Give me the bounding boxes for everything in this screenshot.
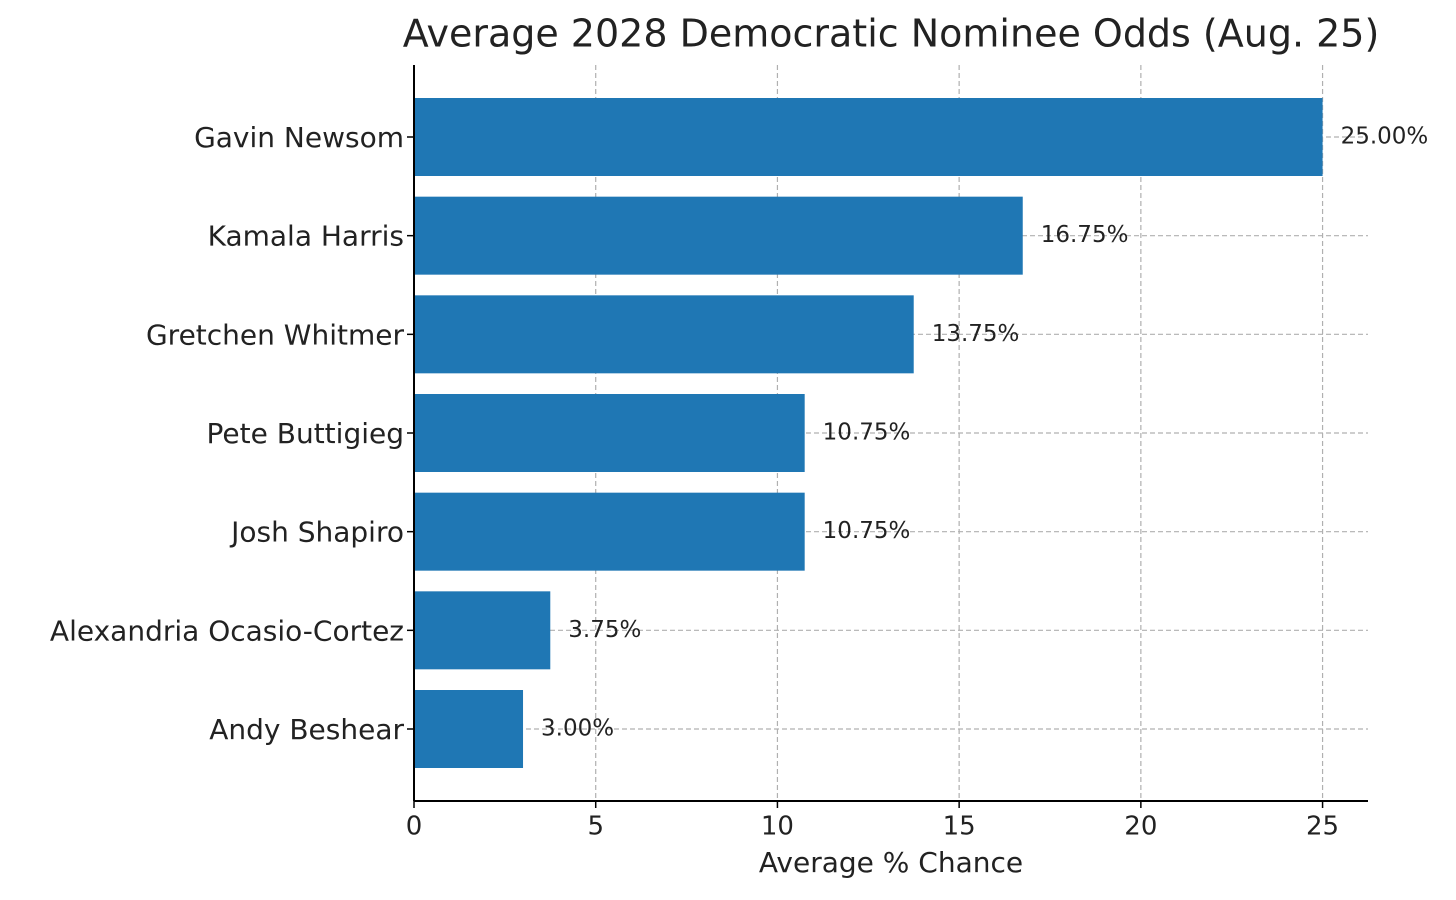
- chart-title: Average 2028 Democratic Nominee Odds (Au…: [403, 12, 1380, 56]
- x-tick-label: 5: [587, 812, 604, 842]
- bar: [414, 690, 524, 768]
- value-label: 10.75%: [823, 518, 911, 544]
- x-tick-label: 10: [761, 812, 794, 842]
- y-tick-label: Andy Beshear: [209, 713, 404, 746]
- y-tick-label: Gretchen Whitmer: [146, 318, 405, 351]
- x-axis-label: Average % Chance: [759, 846, 1023, 879]
- y-tick-label: Pete Buttigieg: [207, 417, 404, 450]
- bar: [414, 295, 914, 374]
- x-tick-label: 15: [943, 812, 976, 842]
- bar: [414, 591, 551, 670]
- x-tick-label: 20: [1124, 812, 1157, 842]
- value-label: 13.75%: [932, 321, 1020, 347]
- y-tick-label: Josh Shapiro: [229, 516, 404, 549]
- value-label: 10.75%: [823, 420, 911, 446]
- x-tick-label: 25: [1306, 812, 1339, 842]
- bar: [414, 394, 805, 472]
- value-label: 25.00%: [1341, 124, 1429, 150]
- bar: [414, 196, 1023, 275]
- bar: [414, 492, 805, 571]
- value-label: 3.75%: [568, 617, 641, 643]
- y-tick-label: Kamala Harris: [208, 220, 404, 253]
- x-tick-label: 0: [406, 812, 423, 842]
- bar: [414, 98, 1323, 176]
- value-label: 3.00%: [541, 716, 614, 742]
- y-tick-label: Alexandria Ocasio-Cortez: [50, 614, 404, 647]
- value-label: 16.75%: [1041, 222, 1129, 248]
- y-tick-label: Gavin Newsom: [194, 121, 404, 154]
